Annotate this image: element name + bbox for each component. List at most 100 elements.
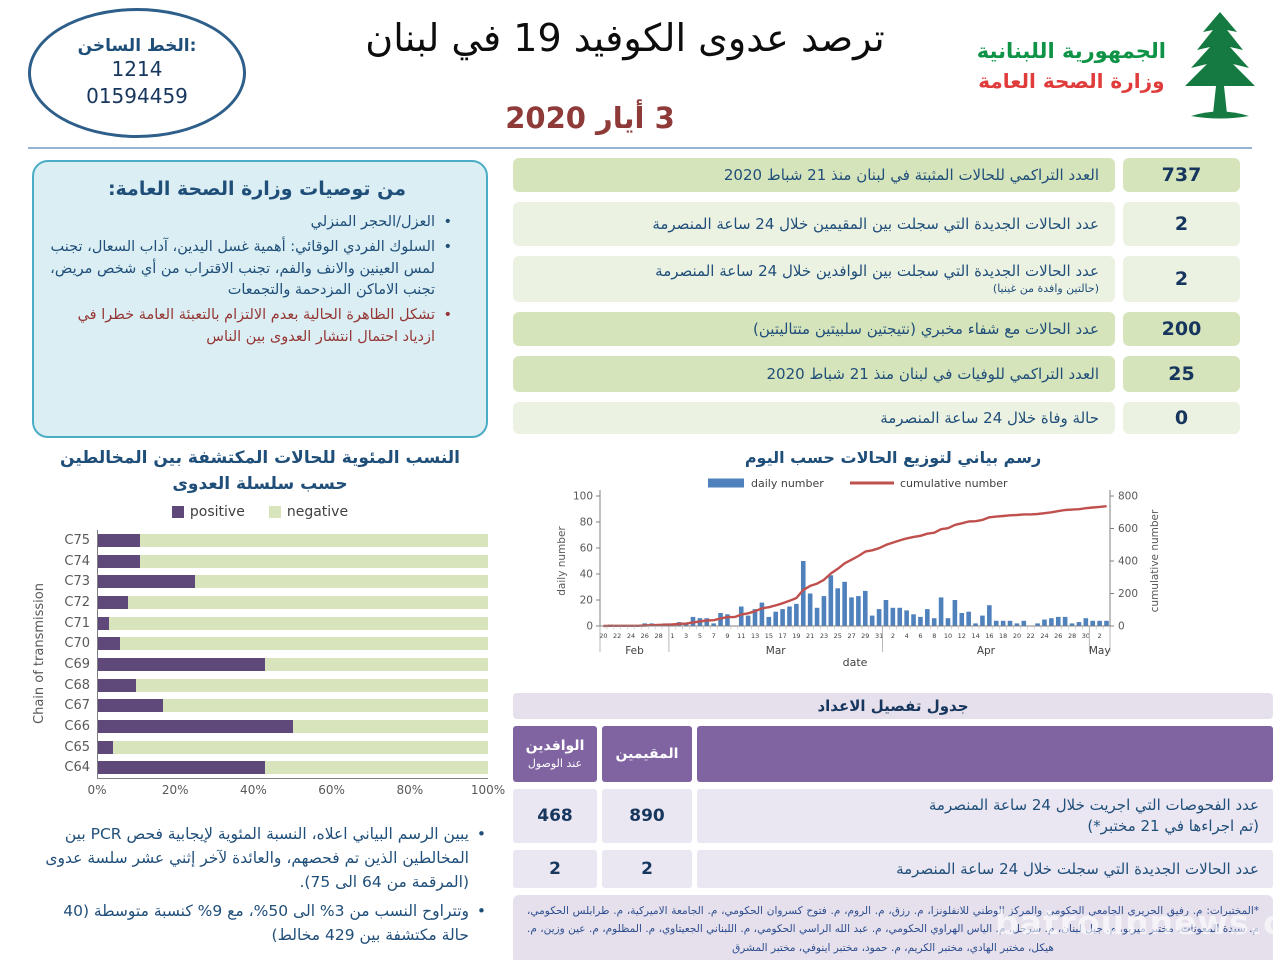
day-tick-label: 19 bbox=[792, 632, 800, 640]
stat-label: عدد الحالات الجديدة التي سجلت بين الوافد… bbox=[513, 256, 1115, 302]
chain-bar-row: C71 bbox=[50, 613, 488, 634]
chain-bar-row: C69 bbox=[50, 654, 488, 675]
x-axis-title: date bbox=[843, 656, 868, 669]
daily-bar bbox=[738, 606, 744, 626]
daily-distribution-chart: رسم بياني لتوزيع الحالات حسب اليوم daily… bbox=[513, 448, 1273, 690]
day-tick-label: 18 bbox=[999, 632, 1007, 640]
arrivals-header-line1: الوافدين bbox=[525, 738, 585, 754]
day-tick-label: 28 bbox=[654, 632, 662, 640]
chain-chart-title-line2: حسب سلسلة العدوى bbox=[172, 473, 348, 494]
stat-row: العدد التراكمي للوفيات في لبنان منذ 21 ش… bbox=[513, 356, 1273, 392]
chain-bar-track bbox=[97, 554, 488, 568]
day-tick-label: 11 bbox=[737, 632, 745, 640]
stat-label-subtext: (حالتين وافدة من غينيا) bbox=[992, 281, 1099, 295]
pcr-note-item: وتتراوح النسب من 3% الى 50%، مع 9% كنسبة… bbox=[34, 899, 486, 947]
stat-label: عدد الحالات مع شفاء مخبري (نتيجتين سلبيت… bbox=[513, 312, 1115, 346]
day-tick-label: 17 bbox=[778, 632, 786, 640]
chain-chart-y-axis-title: Chain of transmission bbox=[32, 583, 47, 725]
daily-bar bbox=[890, 607, 896, 626]
daily-bar bbox=[752, 609, 758, 626]
report-date: 3 أيار 2020 bbox=[505, 101, 675, 135]
arrivals-header-line2: عند الوصول bbox=[527, 757, 583, 770]
column-header-description bbox=[697, 726, 1273, 782]
chain-chart-x-ticks: 0% 20% 40% 60% 80% 100% bbox=[87, 779, 505, 801]
daily-bar bbox=[904, 610, 909, 626]
chain-x-tick-label: 40% bbox=[240, 783, 267, 797]
right-tick-label: 200 bbox=[1118, 588, 1138, 600]
chain-category-label: C75 bbox=[64, 532, 90, 548]
day-tick-label: 13 bbox=[751, 632, 759, 640]
details-table: جدول تفصيل الاعداد الوافدين عند الوصول ا… bbox=[513, 693, 1273, 888]
negative-legend-swatch bbox=[268, 506, 281, 518]
day-tick-label: 26 bbox=[641, 632, 649, 640]
chain-bar-row: C70 bbox=[50, 633, 488, 654]
stat-label-text: عدد الحالات مع شفاء مخبري (نتيجتين سلبيت… bbox=[753, 319, 1099, 338]
pcr-note-item: يبين الرسم البياني اعلاه، النسبة المئوية… bbox=[34, 822, 486, 894]
daily-bar bbox=[725, 614, 730, 626]
column-header-arrivals: الوافدين عند الوصول bbox=[513, 726, 597, 782]
chain-chart-title: النسب المئوية للحالات المكتشفة بين المخا… bbox=[32, 446, 488, 497]
column-header-residents: المقيمين bbox=[602, 726, 692, 782]
stat-row: حالة وفاة خلال 24 ساعة المنصرمة 0 bbox=[513, 402, 1273, 434]
day-tick-label: 5 bbox=[698, 632, 702, 640]
details-table-body: 468 890 عدد الفحوصات التي اجريت خلال 24 سا… bbox=[513, 789, 1273, 888]
chain-bar-track bbox=[97, 761, 488, 775]
chain-x-tick-label: 80% bbox=[396, 783, 424, 797]
day-tick-label: 25 bbox=[834, 632, 842, 640]
daily-bar bbox=[807, 593, 813, 626]
daily-bar bbox=[869, 615, 875, 626]
right-tick-label: 600 bbox=[1118, 523, 1138, 535]
daily-bar bbox=[780, 609, 785, 626]
recommendation-item: السلوك الفردي الوقائي: أهمية غسل اليدين،… bbox=[50, 237, 452, 302]
stat-label-text: عدد الحالات الجديدة التي سجلت بين المقيم… bbox=[652, 214, 1099, 233]
daily-bar bbox=[1104, 620, 1109, 626]
ministry-name-line2: وزارة الصحة العامة bbox=[978, 69, 1165, 93]
left-tick-label: 80 bbox=[580, 517, 593, 529]
stat-value: 737 bbox=[1123, 158, 1240, 192]
labs-footnote: *المختبرات: م. رفيق الحريري الجامعي الحك… bbox=[513, 895, 1273, 960]
stat-row: عدد الحالات مع شفاء مخبري (نتيجتين سلبيت… bbox=[513, 312, 1273, 346]
daily-bar bbox=[745, 615, 751, 626]
chain-chart-y-axis-line bbox=[97, 530, 98, 779]
day-tick-label: 28 bbox=[1068, 632, 1076, 640]
left-axis-title: daily number bbox=[556, 526, 568, 596]
hotline-badge: الخط الساخن: 1214 01594459 bbox=[28, 8, 246, 138]
chain-chart-rows: C75 C74 C73 C72 C71 C70 C69 C68 C67 C66 C65 C64 bbox=[50, 530, 488, 778]
right-tick-label: 0 bbox=[1118, 621, 1125, 633]
chain-bar-positive bbox=[97, 719, 293, 733]
chain-category-label: C73 bbox=[64, 574, 90, 590]
chain-category-label: C69 bbox=[64, 656, 90, 672]
chain-bar-positive bbox=[97, 637, 121, 651]
daily-bar bbox=[1014, 623, 1020, 626]
day-tick-label: 27 bbox=[847, 632, 855, 640]
negative-legend-label: negative bbox=[286, 504, 349, 520]
chain-category-label: C68 bbox=[64, 677, 90, 693]
chain-bar-row: C67 bbox=[50, 695, 488, 716]
left-tick-label: 60 bbox=[580, 543, 593, 555]
left-tick-label: 0 bbox=[586, 621, 593, 633]
month-label: Feb bbox=[625, 645, 644, 657]
hotline-number-short: 1214 bbox=[111, 57, 163, 81]
daily-bar bbox=[973, 623, 978, 626]
daily-bar bbox=[773, 611, 778, 626]
daily-bar bbox=[766, 616, 772, 626]
daily-bar bbox=[856, 596, 861, 626]
daily-chart-svg: daily number cumulative number02040608010… bbox=[556, 477, 1161, 669]
daily-bar bbox=[931, 618, 937, 626]
chain-bar-track bbox=[97, 637, 488, 651]
day-tick-label: 21 bbox=[806, 632, 814, 640]
daily-bar bbox=[862, 590, 868, 626]
chain-bar-track bbox=[97, 616, 488, 630]
right-axis-title: cumulative number bbox=[1149, 509, 1161, 612]
row-description: عدد الحالات الجديدة التي سجلت خلال 24 سا… bbox=[697, 850, 1273, 888]
chain-bar-track bbox=[97, 595, 488, 609]
chain-bar-track bbox=[97, 699, 488, 713]
residents-value: 890 bbox=[602, 789, 692, 843]
pcr-notes-list: يبين الرسم البياني اعلاه، النسبة المئوية… bbox=[34, 822, 500, 952]
stat-label-text: عدد الحالات الجديدة التي سجلت بين الوافد… bbox=[655, 262, 1099, 281]
daily-bar bbox=[980, 615, 985, 626]
day-tick-label: 2 bbox=[891, 632, 895, 640]
right-tick-label: 800 bbox=[1118, 491, 1138, 503]
cumulative-legend-label: cumulative number bbox=[900, 477, 1008, 490]
